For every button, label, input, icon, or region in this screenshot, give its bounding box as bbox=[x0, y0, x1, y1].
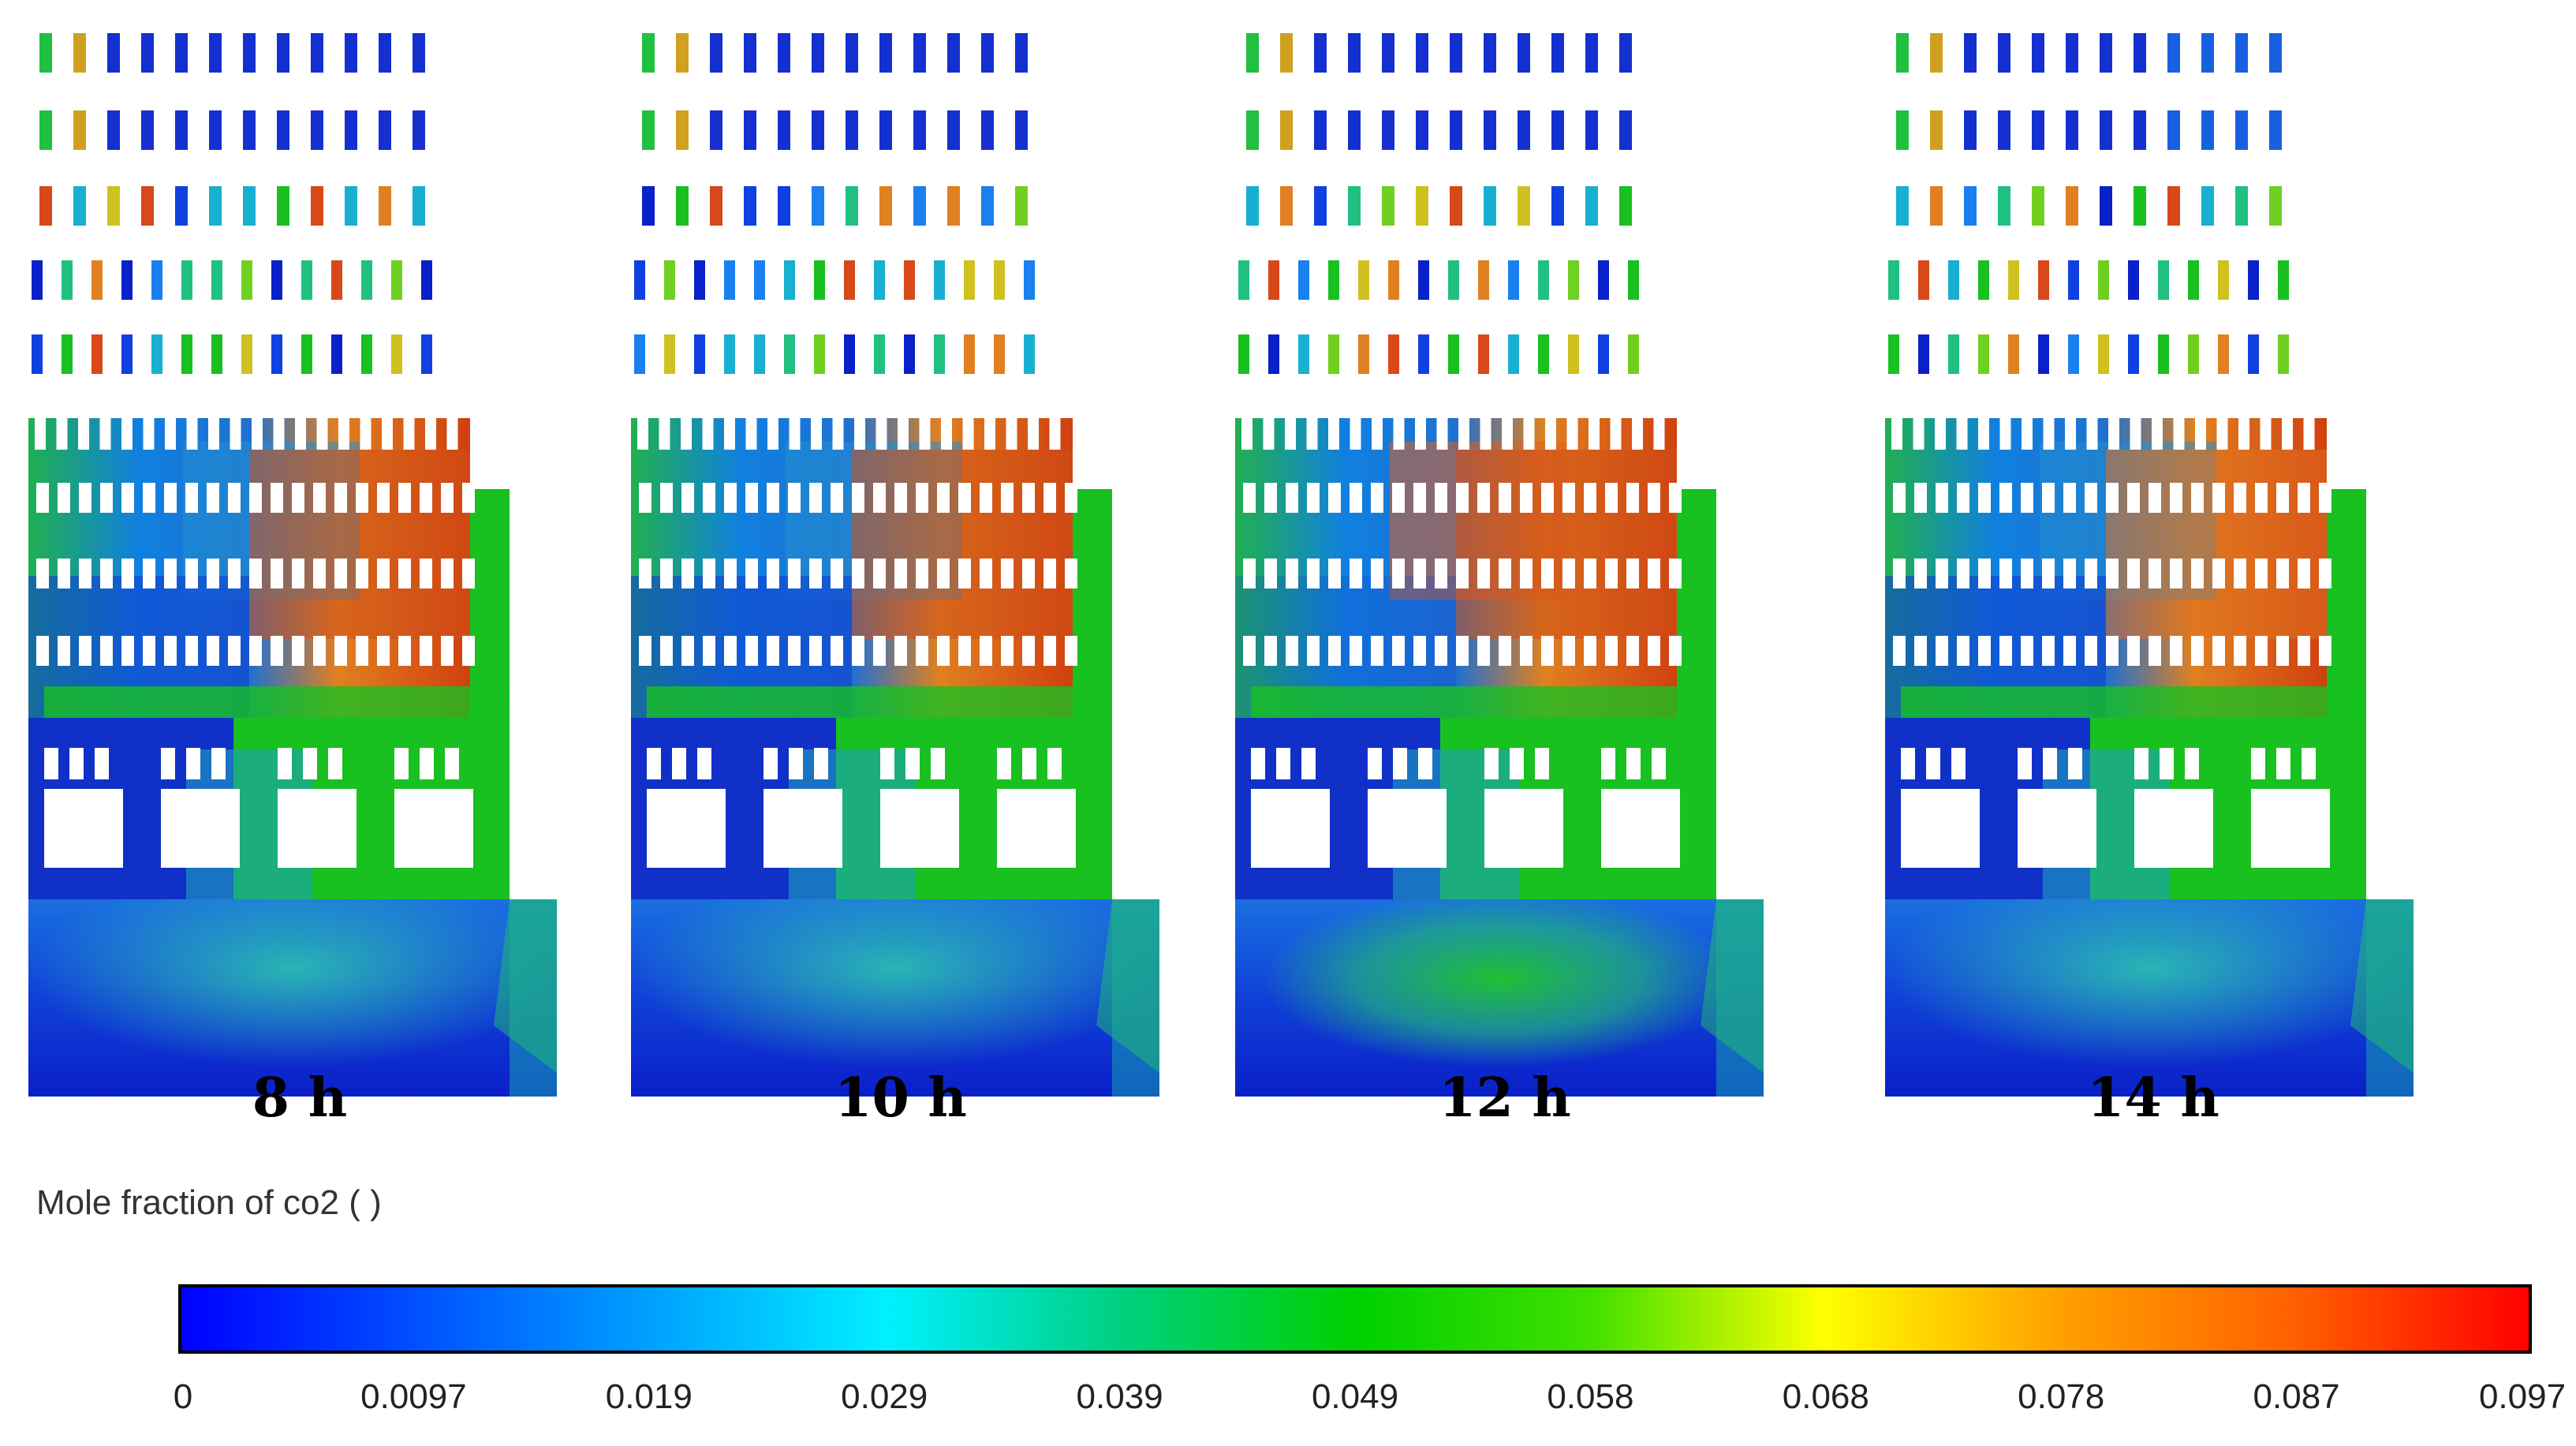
colorbar-tick-8: 0.078 bbox=[2018, 1377, 2105, 1416]
contour-panel-3 bbox=[1235, 33, 1764, 1097]
colorbar-tick-7: 0.068 bbox=[1782, 1377, 1869, 1416]
panel-label-1: 8 h bbox=[252, 1067, 348, 1130]
panel-label-3: 12 h bbox=[1439, 1067, 1571, 1130]
colorbar-tick-10: 0.097 bbox=[2478, 1377, 2567, 1416]
colorbar-tick-5: 0.049 bbox=[1311, 1377, 1399, 1416]
panel-label-4: 14 h bbox=[2087, 1067, 2219, 1130]
legend-title: Mole fraction of co2 ( ) bbox=[36, 1183, 382, 1222]
colorbar-tick-1: 0.0097 bbox=[360, 1377, 467, 1416]
contour-panel-1 bbox=[28, 33, 557, 1097]
colorbar-tick-3: 0.029 bbox=[841, 1377, 928, 1416]
colorbar-tick-2: 0.019 bbox=[605, 1377, 693, 1416]
colorbar bbox=[178, 1284, 2532, 1354]
colorbar-tick-4: 0.039 bbox=[1076, 1377, 1163, 1416]
contour-panel-2 bbox=[631, 33, 1159, 1097]
contour-panel-4 bbox=[1885, 33, 2414, 1097]
colorbar-tick-0: 0 bbox=[173, 1377, 193, 1416]
panel-label-2: 10 h bbox=[834, 1067, 967, 1130]
colorbar-tick-9: 0.087 bbox=[2253, 1377, 2340, 1416]
colorbar-tick-6: 0.058 bbox=[1547, 1377, 1634, 1416]
